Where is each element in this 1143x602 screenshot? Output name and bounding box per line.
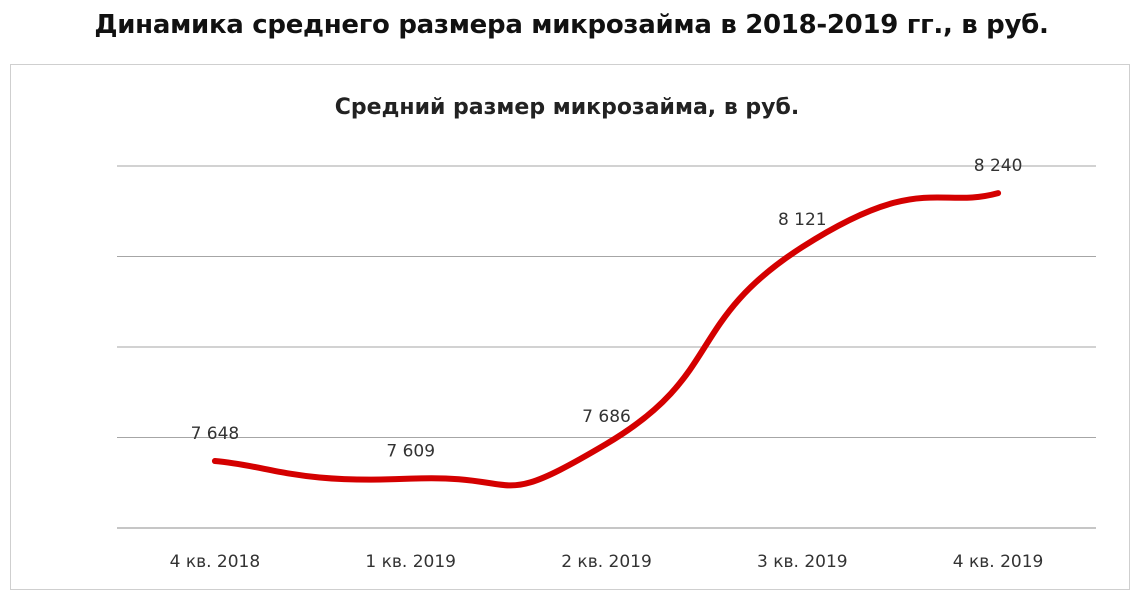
data-label: 7 648 <box>191 424 240 444</box>
data-label: 8 121 <box>778 210 827 230</box>
x-tick-label: 3 кв. 2019 <box>757 552 848 572</box>
page-title: Динамика среднего размера микрозайма в 2… <box>94 10 1049 40</box>
chart-title: Средний размер микрозайма, в руб. <box>335 95 799 120</box>
series-line <box>211 190 1002 489</box>
data-labels: 7 648 7 609 7 686 8 121 8 240 <box>191 156 1023 462</box>
chart-frame <box>10 64 1130 590</box>
data-label: 7 609 <box>386 442 435 462</box>
data-label: 7 686 <box>582 407 631 427</box>
data-label: 8 240 <box>974 156 1023 176</box>
x-tick-label: 4 кв. 2019 <box>953 552 1044 572</box>
x-tick-label: 1 кв. 2019 <box>365 552 456 572</box>
series-line-layer <box>211 190 1002 489</box>
grid-lines <box>117 165 1096 529</box>
x-axis-ticks: 4 кв. 2018 1 кв. 2019 2 кв. 2019 3 кв. 2019… <box>170 552 1044 572</box>
x-tick-label: 2 кв. 2019 <box>561 552 652 572</box>
x-tick-label: 4 кв. 2018 <box>170 552 261 572</box>
